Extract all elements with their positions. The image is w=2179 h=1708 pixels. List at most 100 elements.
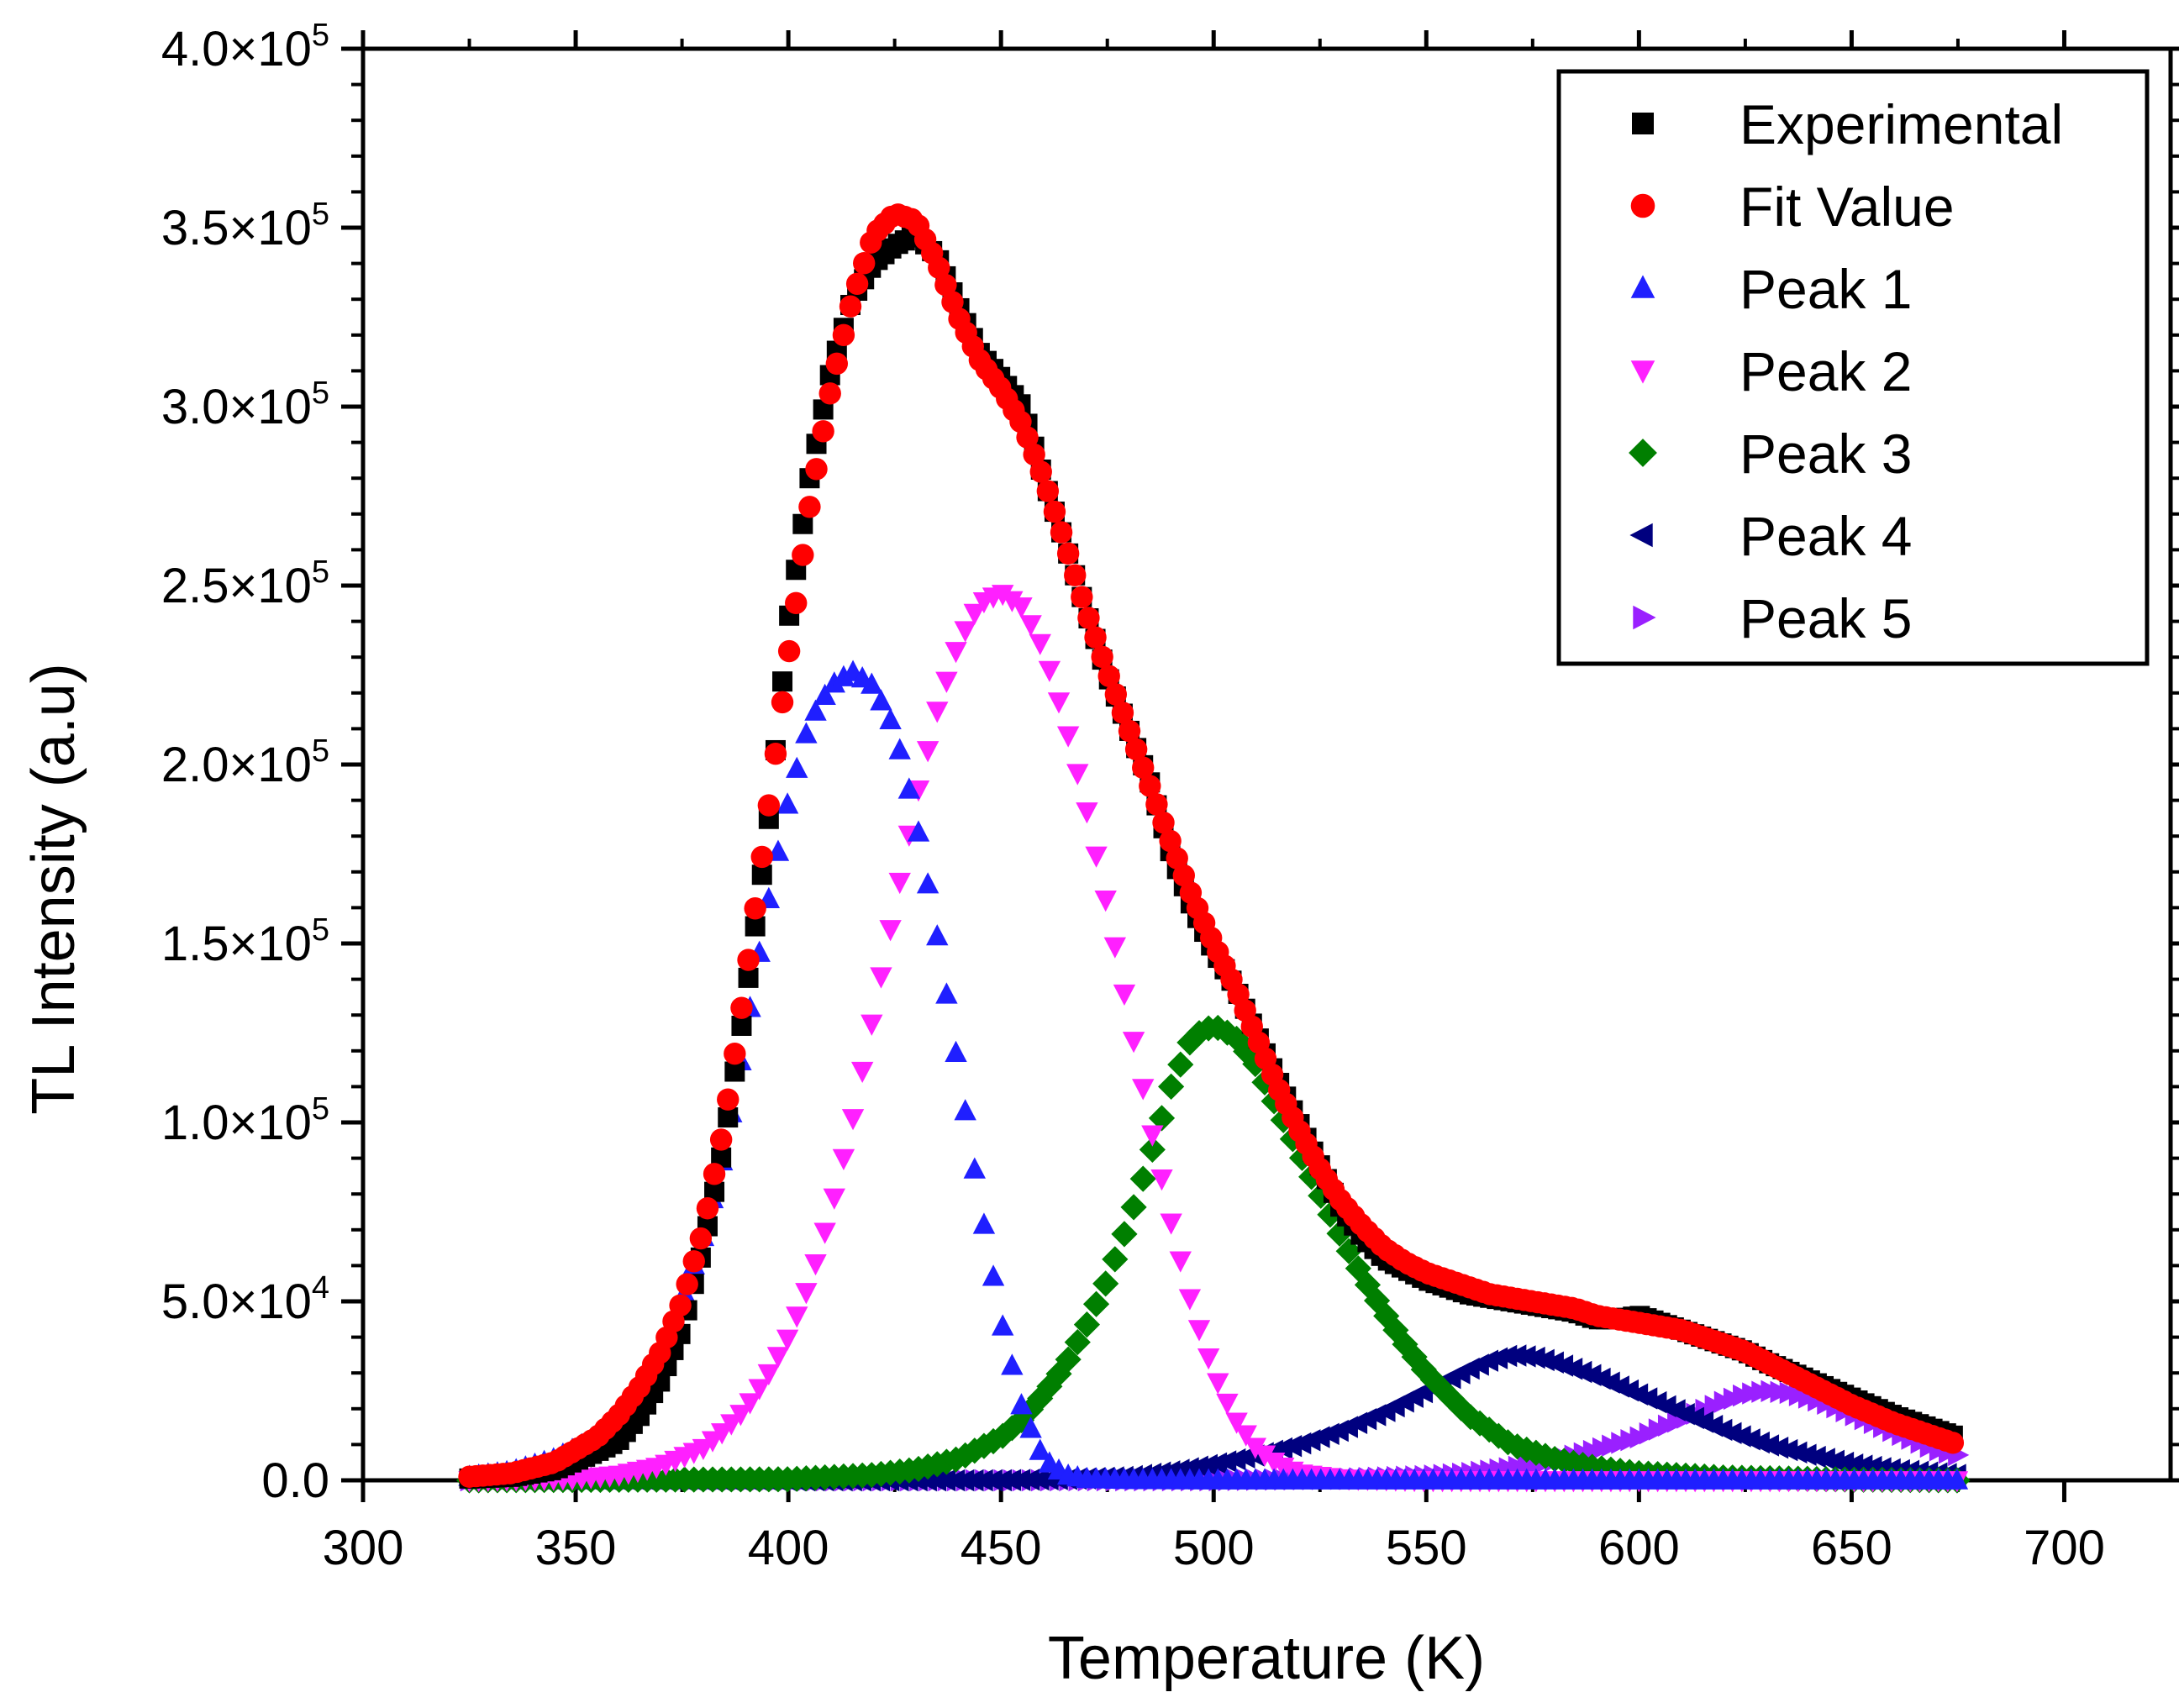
data-point <box>1215 1450 1237 1473</box>
legend-label: Fit Value <box>1740 176 1955 238</box>
legend-item: Peak 2 <box>1630 340 1912 402</box>
data-point <box>1842 1453 1864 1476</box>
legend-marker <box>1629 439 1657 467</box>
data-point <box>1172 864 1196 887</box>
series-peak-1 <box>458 660 1969 1490</box>
data-point <box>777 639 801 663</box>
data-point <box>1113 984 1136 1006</box>
data-point <box>879 920 902 942</box>
data-point <box>1071 586 1093 608</box>
data-point <box>795 722 818 744</box>
data-point <box>1064 1328 1091 1356</box>
data-point <box>989 1422 1016 1449</box>
data-point <box>731 1015 752 1036</box>
data-point <box>1036 480 1060 502</box>
data-point <box>818 382 841 405</box>
legend-item: Fit Value <box>1630 176 1955 238</box>
data-point <box>1056 726 1080 748</box>
data-point <box>1045 1360 1072 1387</box>
data-point <box>1082 1290 1110 1317</box>
data-point <box>945 642 967 664</box>
legend: Experimental Fit Value Peak 1 Peak 2 Peak 3 P… <box>1556 69 2150 666</box>
data-point <box>703 1163 726 1185</box>
data-point <box>832 1148 855 1170</box>
data-point <box>1016 426 1039 449</box>
data-point <box>1066 764 1089 786</box>
data-point <box>907 820 930 842</box>
y-tick-label: 5.0×104 <box>161 1270 329 1329</box>
data-point <box>832 323 855 346</box>
data-point <box>750 845 773 869</box>
data-point <box>1804 1445 1826 1469</box>
data-point <box>724 1043 746 1065</box>
legend-marker <box>1630 275 1655 298</box>
data-point <box>1205 1452 1228 1474</box>
legend-label: Peak 2 <box>1740 340 1912 402</box>
data-point <box>1092 1270 1119 1297</box>
data-point <box>785 591 808 614</box>
data-point <box>786 756 808 778</box>
data-point <box>729 1405 752 1427</box>
data-point <box>682 1250 705 1273</box>
data-point <box>676 1273 698 1295</box>
data-point <box>813 683 836 706</box>
data-point <box>897 777 921 799</box>
data-point <box>737 949 760 971</box>
data-point <box>1234 1425 1257 1447</box>
data-point <box>1148 1105 1176 1132</box>
series-fit-value <box>458 203 1965 1488</box>
data-point <box>804 1254 827 1276</box>
data-point <box>972 1212 996 1234</box>
data-point <box>813 1222 836 1244</box>
y-tick-label: 2.0×105 <box>161 733 329 792</box>
data-point <box>1010 1393 1033 1415</box>
data-point <box>1253 1445 1276 1467</box>
data-point <box>1505 1344 1527 1367</box>
data-point <box>1169 1251 1192 1273</box>
x-tick-label: 700 <box>2024 1521 2105 1575</box>
data-point <box>916 741 939 763</box>
data-point <box>861 672 883 694</box>
data-point <box>935 671 958 693</box>
x-tick-label: 500 <box>1173 1521 1255 1575</box>
data-point <box>1102 1246 1129 1273</box>
data-point <box>1141 1125 1164 1147</box>
y-tick-label: 1.0×105 <box>161 1091 329 1150</box>
data-point <box>1043 500 1066 523</box>
data-point <box>1029 1438 1051 1460</box>
data-point <box>1225 1412 1248 1434</box>
data-point <box>1823 1449 1845 1472</box>
data-point <box>1832 1451 1855 1474</box>
data-point <box>786 1306 808 1328</box>
data-point <box>1010 597 1033 619</box>
data-point <box>709 1128 733 1151</box>
data-point <box>870 967 892 989</box>
data-point <box>1001 591 1024 612</box>
data-point <box>1027 1385 1054 1412</box>
data-point <box>805 458 828 481</box>
data-point <box>1084 626 1107 649</box>
data-point <box>772 671 793 692</box>
data-point <box>1091 645 1113 669</box>
data-point <box>942 1446 970 1473</box>
data-point <box>870 689 892 711</box>
data-point <box>1129 1165 1156 1192</box>
data-point <box>720 1414 743 1436</box>
data-point <box>1401 1343 1428 1370</box>
data-point <box>1118 719 1141 743</box>
data-point <box>1514 1345 1536 1368</box>
data-point <box>1038 660 1061 682</box>
data-point <box>825 352 849 376</box>
data-point <box>888 738 911 759</box>
legend-label: Peak 3 <box>1740 423 1912 485</box>
data-point <box>718 1107 739 1128</box>
data-point <box>823 671 845 693</box>
data-point <box>1216 1393 1239 1416</box>
data-point <box>738 967 759 988</box>
data-point <box>1104 683 1128 706</box>
data-point <box>1019 615 1042 637</box>
data-point <box>776 1329 799 1351</box>
data-point <box>1047 692 1071 714</box>
data-point <box>1085 846 1108 868</box>
